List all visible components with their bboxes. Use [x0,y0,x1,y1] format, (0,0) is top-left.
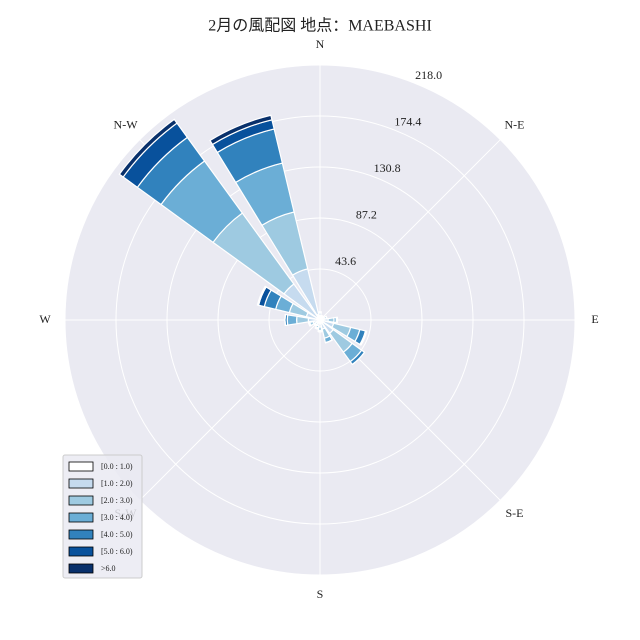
legend-swatch [68,461,94,472]
radial-tick-label: 218.0 [415,68,442,82]
legend-label: >6.0 [101,564,116,573]
legend-label: [4.0 : 5.0) [101,530,133,539]
radial-tick-label: 87.2 [356,208,377,222]
legend-swatch [68,563,94,574]
legend-label: [3.0 : 4.0) [101,513,133,522]
legend-label: [5.0 : 6.0) [101,547,133,556]
angle-label: E [591,312,598,326]
grid-spoke [139,319,321,501]
bar-segment [327,317,335,323]
angle-label: N [316,37,325,51]
bar-segment [296,315,310,325]
bar-segment [118,118,178,178]
chart-title: 2月の風配図 地点：MAEBASHI [208,17,432,35]
angle-label: N-W [114,117,139,131]
legend-label: [1.0 : 2.0) [101,479,133,488]
legend-swatch [68,546,94,557]
grid-spoke [319,139,501,321]
bar-segment [308,322,311,327]
bar-segment [286,314,298,326]
legend-swatch [68,478,94,489]
legend: [0.0 : 1.0) [1.0 : 2.0) [2.0 : 3.0) [3.0 : … [62,454,143,579]
radial-tick-label: 43.6 [335,254,356,268]
legend-label: [0.0 : 1.0) [101,462,133,471]
angle-label: N-E [504,117,524,131]
radial-tick-label: 130.8 [374,161,401,175]
angle-label: S [317,587,324,601]
bar-segment [256,285,267,306]
radial-tick-label: 174.4 [394,114,421,128]
bar-segment [314,327,318,330]
angle-label: S-E [505,506,523,520]
bar-segment [360,331,368,346]
bar-segment [351,351,365,365]
legend-label: [2.0 : 3.0) [101,496,133,505]
angle-label: W [39,312,51,326]
legend-swatch [68,512,94,523]
bar-segment [209,114,273,146]
legend-swatch [68,495,94,506]
legend-swatch [68,529,94,540]
